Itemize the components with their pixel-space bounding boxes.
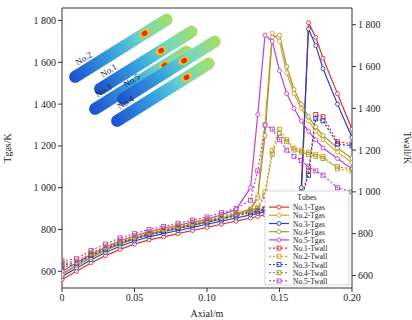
svg-text:Twall/K: Twall/K — [402, 132, 412, 165]
svg-text:1 400: 1 400 — [358, 103, 381, 114]
svg-text:800: 800 — [358, 228, 373, 239]
svg-text:No.4-Tgas: No.4-Tgas — [293, 228, 325, 237]
svg-text:No.2: No.2 — [73, 50, 93, 68]
svg-text:0.05: 0.05 — [126, 292, 144, 303]
svg-text:0.15: 0.15 — [271, 292, 289, 303]
svg-text:Axial/m: Axial/m — [191, 308, 224, 319]
svg-text:1 000: 1 000 — [358, 186, 381, 197]
svg-text:0.10: 0.10 — [198, 292, 216, 303]
svg-text:1 000: 1 000 — [34, 182, 57, 193]
svg-text:1 800: 1 800 — [358, 19, 381, 30]
svg-text:1 800: 1 800 — [34, 15, 57, 26]
svg-text:0: 0 — [60, 292, 65, 303]
svg-text:Tubes: Tubes — [297, 193, 316, 202]
svg-text:No.3-Twall: No.3-Twall — [293, 261, 327, 270]
svg-text:No.5-Tgas: No.5-Tgas — [293, 236, 325, 245]
svg-text:No.1-Twall: No.1-Twall — [293, 244, 327, 253]
svg-text:1 200: 1 200 — [34, 140, 57, 151]
svg-text:No.4: No.4 — [115, 93, 136, 111]
svg-text:600: 600 — [41, 266, 56, 277]
svg-text:No.2-Tgas: No.2-Tgas — [293, 211, 325, 220]
svg-text:No.4-Twall: No.4-Twall — [293, 269, 327, 278]
svg-text:1 200: 1 200 — [358, 145, 381, 156]
svg-text:No.1-Tgas: No.1-Tgas — [293, 203, 325, 212]
svg-text:No.5-Twall: No.5-Twall — [293, 277, 327, 286]
svg-text:1 600: 1 600 — [34, 57, 57, 68]
svg-text:0.20: 0.20 — [343, 292, 361, 303]
svg-text:No.3: No.3 — [93, 81, 114, 99]
svg-text:Tgas/K: Tgas/K — [2, 133, 13, 163]
svg-text:800: 800 — [41, 224, 56, 235]
svg-text:No.2-Twall: No.2-Twall — [293, 252, 327, 261]
svg-text:No.1: No.1 — [98, 62, 118, 80]
svg-text:No.5: No.5 — [121, 71, 142, 89]
svg-text:1 400: 1 400 — [34, 99, 57, 110]
svg-text:No.3-Tgas: No.3-Tgas — [293, 220, 325, 229]
svg-text:1 600: 1 600 — [358, 61, 381, 72]
svg-text:600: 600 — [358, 270, 373, 281]
